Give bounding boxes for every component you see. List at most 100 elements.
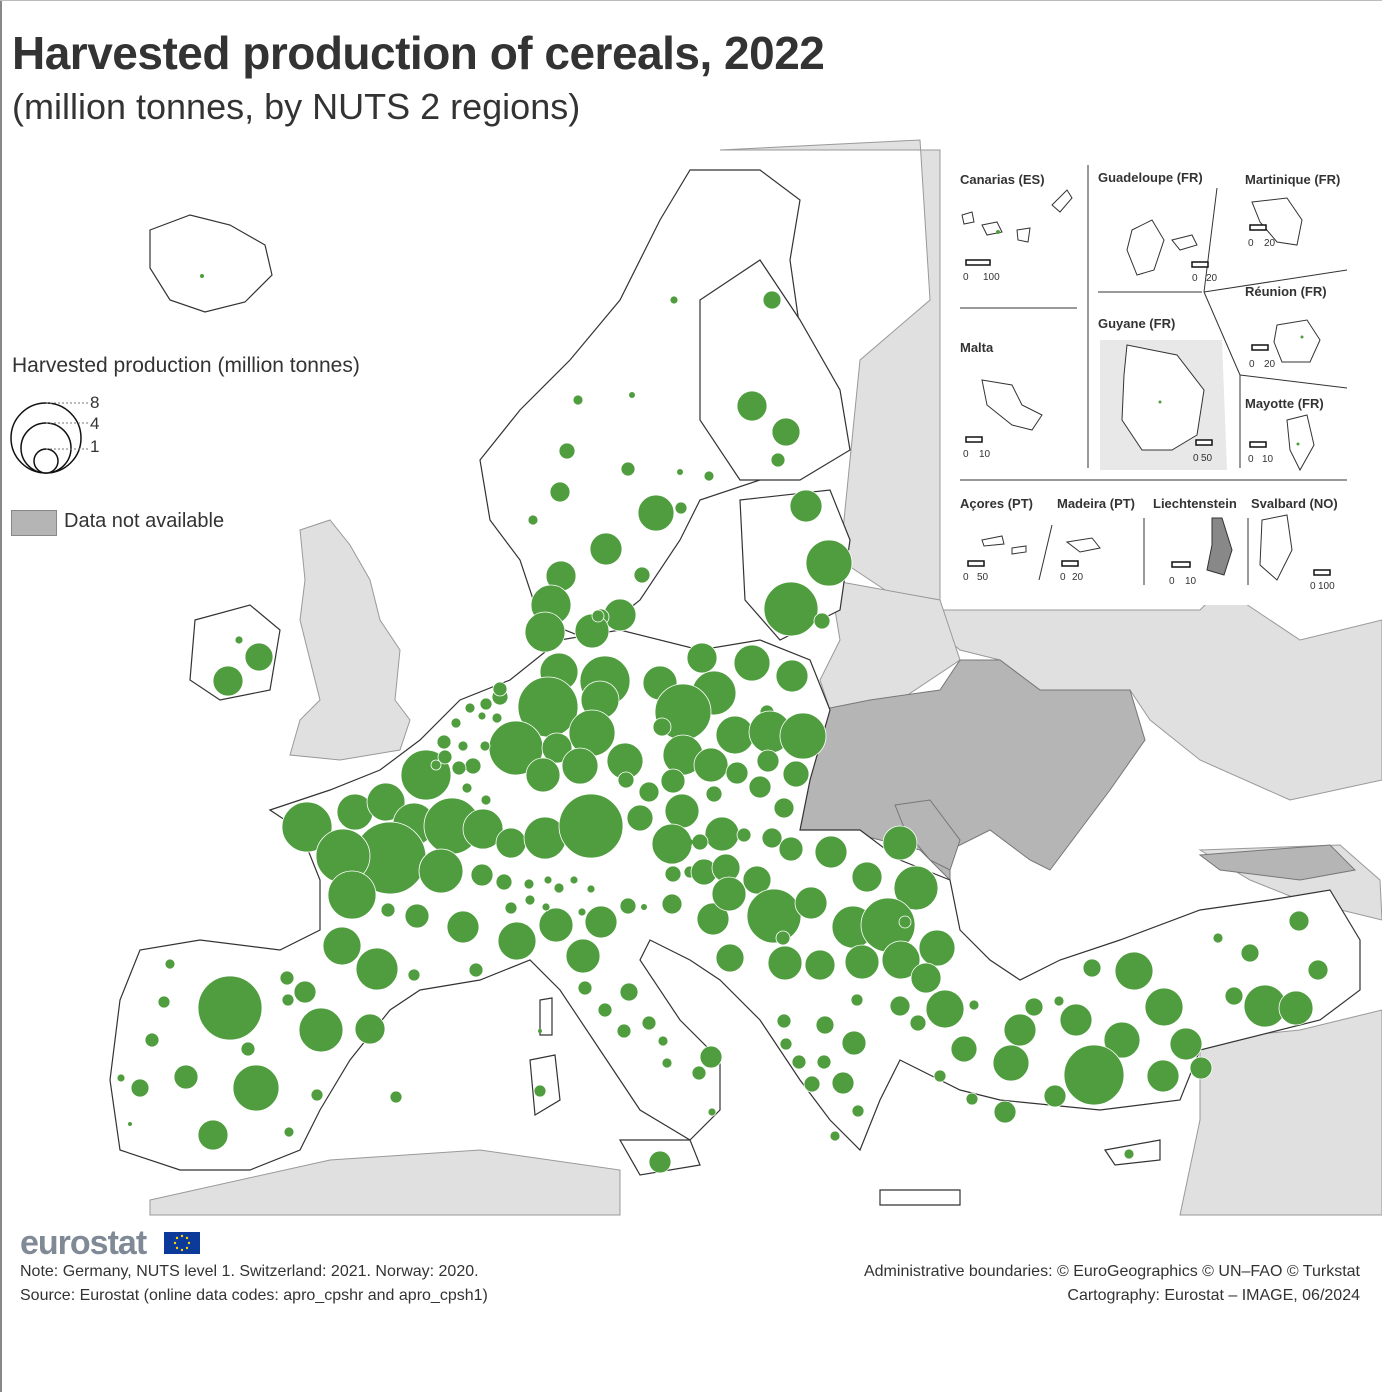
scale-guyane-start: 0 <box>1193 453 1199 464</box>
scale-liechtenstein-start: 0 <box>1169 576 1175 587</box>
region-bubble <box>464 757 482 775</box>
region-bubble <box>803 1075 821 1093</box>
region-bubble <box>569 875 579 885</box>
inset-dividers <box>960 165 1348 585</box>
region-bubble <box>572 957 578 963</box>
region-bubble <box>558 442 576 460</box>
inset-label-madeira: Madeira (PT) <box>1057 496 1136 511</box>
region-bubble <box>715 943 745 973</box>
region-bubble <box>407 968 421 982</box>
region-bubble <box>965 1092 979 1106</box>
region-bubble <box>492 681 508 697</box>
region-bubble <box>918 929 956 967</box>
region-bubble <box>436 734 452 750</box>
eurostat-logo: eurostat <box>20 1224 147 1262</box>
boundaries-credit: Administrative boundaries: © EuroGeograp… <box>863 1263 1360 1280</box>
region-bubble <box>1024 997 1044 1017</box>
region-bubble <box>173 1064 199 1090</box>
region-bubble <box>468 962 484 978</box>
region-bubble <box>771 417 801 447</box>
inset-label-guyane: Guyane (FR) <box>1098 316 1176 331</box>
region-bubble <box>841 1030 867 1056</box>
region-bubble <box>279 970 295 986</box>
region-bubble <box>686 642 718 674</box>
region-bubble <box>773 797 795 819</box>
scale-canarias-start: 0 <box>963 272 969 283</box>
region-bubble <box>479 697 493 711</box>
scale-mayotte-end: 10 <box>1262 454 1274 465</box>
region-bubble <box>882 825 918 861</box>
region-bubble <box>794 886 828 920</box>
region-bubble <box>464 702 476 714</box>
region-bubble <box>495 873 513 891</box>
region-bubble <box>380 902 396 918</box>
scale-madeira-end: 20 <box>1072 572 1084 583</box>
region-bubble <box>881 940 921 980</box>
region-bubble <box>910 962 942 994</box>
region-bubble <box>366 782 406 822</box>
region-bubble <box>652 717 672 737</box>
region-bubble <box>707 1107 717 1117</box>
region-bubble <box>541 902 551 912</box>
region-bubble <box>1212 932 1224 944</box>
region-bubble <box>651 823 693 865</box>
region-bubble <box>696 902 730 936</box>
inset-label-acores: Açores (PT) <box>960 496 1033 511</box>
region-bubble <box>1003 1013 1037 1047</box>
scale-reunion-end: 20 <box>1264 359 1276 370</box>
legend-circles <box>10 402 90 474</box>
region-bubble <box>524 611 566 653</box>
region-bubble <box>669 295 679 305</box>
scale-mayotte-start: 0 <box>1248 454 1254 465</box>
region-bubble <box>661 1057 673 1069</box>
region-bubble <box>664 793 700 829</box>
scale-canarias-end: 100 <box>983 272 1000 283</box>
region-bubble <box>1123 1148 1135 1160</box>
region-bubble <box>293 980 317 1004</box>
region-bubble <box>310 1088 324 1102</box>
region-bubble <box>1059 1003 1093 1037</box>
region-bubble <box>704 816 740 852</box>
region-bubble <box>736 827 752 843</box>
region-bubble <box>691 1065 707 1081</box>
scale-guyane-end: 50 <box>1201 453 1213 464</box>
region-bubble <box>641 904 647 910</box>
region-bubble <box>524 894 536 906</box>
region-bubble <box>558 793 624 859</box>
no-data-label: Data not available <box>64 510 225 532</box>
region-bubble <box>1288 910 1310 932</box>
region-bubble <box>128 1122 132 1126</box>
region-bubble <box>565 938 601 974</box>
region-bubble <box>898 915 912 929</box>
region-bubble <box>767 945 803 981</box>
legend-value-8: 8 <box>90 393 100 412</box>
legend-value-1: 1 <box>90 437 100 456</box>
inset-label-martinique: Martinique (FR) <box>1245 172 1341 187</box>
region-bubble <box>829 1130 841 1142</box>
region-bubble <box>232 1064 280 1112</box>
region-bubble <box>389 1090 403 1104</box>
region-bubble <box>619 897 637 915</box>
region-bubble <box>831 1071 855 1095</box>
region-bubble <box>925 989 965 1029</box>
region-bubble <box>699 1045 723 1069</box>
region-bubble <box>779 1037 793 1051</box>
region-bubble <box>1169 1027 1203 1061</box>
region-bubble <box>746 888 802 944</box>
region-bubble <box>909 1014 927 1032</box>
region-bubble <box>733 644 771 682</box>
region-bubble <box>992 1044 1030 1082</box>
legend-title: Harvested production (million tonnes) <box>12 354 360 377</box>
region-bubble <box>715 715 755 755</box>
region-bubble <box>574 613 610 649</box>
region-bubble <box>748 775 772 799</box>
region-bubble <box>813 612 831 630</box>
region-bubble <box>240 1041 256 1057</box>
region-bubble <box>778 836 804 862</box>
region-bubble <box>281 801 333 853</box>
region-bubble <box>641 1015 657 1031</box>
region-bubble <box>893 865 939 911</box>
region-bubble <box>657 1035 669 1047</box>
scale-acores-end: 50 <box>977 572 989 583</box>
inset-label-reunion: Réunion (FR) <box>1245 284 1327 299</box>
